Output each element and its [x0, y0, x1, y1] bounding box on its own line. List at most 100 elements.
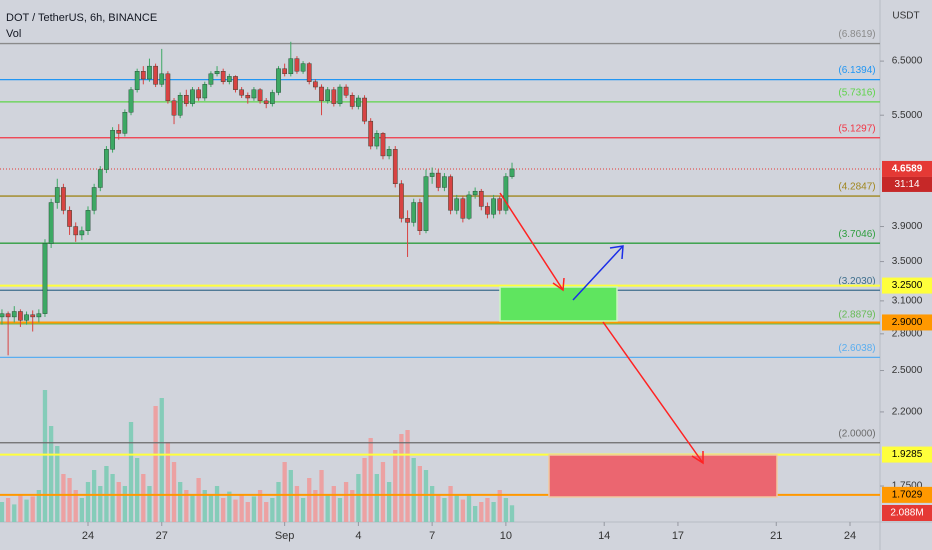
volume-bar: [331, 486, 336, 522]
volume-bar: [153, 406, 158, 522]
volume-bar: [405, 430, 410, 522]
volume-bar: [257, 490, 263, 522]
volume-bar: [221, 498, 226, 522]
x-tick-label: 10: [500, 530, 512, 542]
volume-bar: [460, 499, 466, 522]
candle-body: [239, 89, 244, 96]
volume-bar: [98, 486, 103, 522]
candle-body: [171, 100, 177, 116]
x-tick-label: 7: [429, 530, 435, 542]
candle-body: [30, 314, 36, 318]
candle-body: [337, 86, 343, 104]
volume-bar: [454, 494, 459, 522]
symbol-title: DOT / TetherUS, 6h, BINANCE: [6, 12, 157, 24]
candle-body: [288, 58, 294, 75]
volume-bar: [393, 450, 398, 522]
volume-bar: [159, 398, 164, 522]
candle-body: [282, 68, 287, 75]
volume-bar: [343, 482, 349, 522]
volume-bar: [55, 446, 60, 522]
candle-body: [196, 89, 201, 99]
candle-body: [67, 210, 72, 227]
level-label: (4.2847): [838, 182, 875, 193]
candle-body: [97, 169, 103, 188]
candle-body: [116, 130, 122, 134]
volume-bar: [313, 490, 318, 522]
candle-body: [5, 313, 11, 318]
volume-title: Vol: [6, 28, 21, 40]
tag-box: [882, 314, 932, 331]
volume-bar: [442, 498, 447, 522]
volume-bar: [85, 482, 91, 522]
candle-body: [85, 210, 91, 231]
volume-bar: [386, 482, 392, 522]
candle-body: [48, 202, 54, 244]
volume-bar: [337, 498, 343, 522]
candle-body: [435, 172, 441, 188]
candle-body: [140, 71, 146, 80]
candle-body: [245, 95, 251, 99]
volume-bar: [233, 499, 238, 522]
candle-body: [448, 176, 453, 211]
level-label: (2.8879): [838, 309, 875, 320]
volume-bar: [42, 390, 48, 522]
tag-label: 1.9285: [892, 449, 923, 460]
y-tick-label: 2.8000: [892, 328, 923, 339]
volume-bar: [141, 474, 146, 522]
candle-body: [368, 120, 374, 147]
last-price-box: [882, 160, 932, 177]
candle-body: [128, 89, 134, 113]
volume-tag-box: [882, 505, 932, 521]
candle-body: [325, 89, 331, 102]
level-label: (3.7046): [838, 229, 875, 240]
volume-bar: [294, 486, 300, 522]
x-tick-label: 24: [82, 530, 94, 542]
candle-body: [300, 63, 306, 72]
volume-bar: [30, 496, 35, 522]
candle-body: [478, 190, 484, 207]
candle-body: [374, 133, 380, 147]
volume-bar: [245, 502, 250, 522]
candle-body: [466, 194, 472, 219]
level-label: (5.7316): [838, 87, 875, 98]
candle-body: [331, 89, 337, 104]
candle-body: [159, 73, 165, 85]
candle-body: [134, 71, 140, 90]
volume-bar: [497, 490, 502, 522]
volume-bar: [374, 474, 379, 522]
candle-body: [472, 190, 478, 196]
candle-body: [220, 71, 226, 82]
volume-bar: [239, 494, 244, 522]
level-label: (2.0000): [838, 428, 875, 439]
x-tick-label: 14: [598, 530, 610, 542]
candle-body: [147, 65, 152, 80]
volume-bar: [503, 498, 509, 522]
candle-body: [454, 198, 460, 211]
candle-body: [226, 76, 232, 82]
volume-bar: [350, 490, 355, 522]
candle-body: [183, 95, 189, 104]
candle-body: [0, 313, 5, 318]
candle-body: [423, 176, 429, 231]
countdown-box: [882, 176, 932, 192]
candle-body: [343, 86, 349, 96]
volume-bar: [411, 458, 416, 522]
volume-bar: [18, 494, 23, 522]
volume-bar: [73, 490, 78, 522]
candle-body: [411, 202, 417, 223]
candle-body: [294, 58, 300, 72]
volume-bar: [509, 505, 515, 522]
candle-body: [153, 65, 158, 85]
candle-body: [18, 311, 23, 321]
volume-bar: [491, 502, 496, 522]
volume-bar: [356, 474, 361, 522]
volume-bar: [227, 491, 232, 522]
y-tick-label: 2.5000: [892, 365, 923, 376]
volume-bar: [147, 486, 152, 522]
volume-bar: [5, 498, 11, 522]
last-price-label: 4.6589: [892, 164, 923, 175]
candle-body: [24, 314, 29, 321]
volume-bar: [436, 494, 441, 522]
candle-body: [392, 149, 398, 185]
tag-box: [882, 277, 932, 294]
